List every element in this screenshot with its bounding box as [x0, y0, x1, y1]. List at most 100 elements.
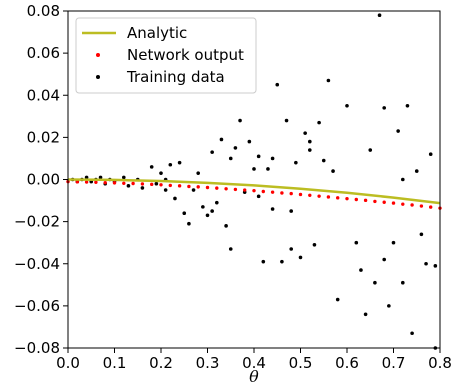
series-layer [66, 13, 442, 350]
network-output-point [261, 189, 265, 194]
network-output-point [270, 190, 275, 194]
x-axis-label: θ [249, 367, 259, 385]
training-data-point [321, 158, 326, 163]
y-tick-label: 0.06 [27, 44, 60, 62]
training-data-point [331, 169, 335, 173]
network-output-point [373, 199, 377, 204]
network-output-point [419, 204, 424, 208]
x-tick-label: 0.0 [56, 354, 80, 372]
training-data-point [335, 297, 340, 302]
x-tick-label: 0.8 [428, 354, 452, 372]
network-output-point [140, 182, 145, 186]
training-data-point [368, 148, 373, 152]
training-data-point [312, 242, 317, 247]
network-output-point [215, 186, 219, 190]
network-output-point [429, 205, 433, 209]
y-tick-label: −0.08 [14, 339, 60, 357]
training-data-point [359, 268, 363, 272]
network-output-point [326, 195, 331, 199]
training-data-point [159, 171, 163, 175]
training-data-point [266, 167, 270, 171]
x-tick-label: 0.5 [289, 354, 313, 372]
legend-network-output-label: Network output [127, 46, 244, 64]
training-data-point [433, 264, 438, 268]
network-output-point [122, 181, 126, 185]
training-data-point [275, 82, 280, 87]
training-data-point [228, 247, 233, 251]
training-data-point [173, 196, 177, 201]
training-data-point [280, 259, 284, 264]
y-tick-label: 0.04 [27, 86, 60, 104]
legend-analytic-label: Analytic [127, 24, 187, 42]
training-data-point [289, 209, 294, 213]
legend-training-data-swatch [96, 75, 100, 79]
training-data-point [219, 137, 224, 142]
training-data-point [182, 211, 187, 215]
legend-box [75, 17, 257, 94]
network-output-point [382, 200, 386, 204]
legend: Analytic Network output Training data [75, 17, 257, 94]
training-data-point [163, 188, 168, 192]
training-data-point [387, 304, 391, 308]
network-output-point [131, 181, 135, 186]
training-data-point [256, 194, 261, 199]
training-data-point [405, 103, 410, 108]
training-data-point [382, 106, 387, 110]
training-data-point [401, 280, 405, 285]
network-output-point [345, 196, 349, 201]
axes-layer: 0.0 0.1 0.2 0.3 0.4 0.5 0.6 0.7 0.8 −0.08 −0.06 −0.… [14, 2, 452, 372]
training-data-point [154, 181, 159, 186]
training-data-point [298, 255, 303, 260]
training-data-point [354, 240, 359, 245]
training-data-point [122, 175, 126, 180]
training-data-point [326, 78, 331, 83]
training-data-point [98, 175, 103, 180]
network-output-point [252, 188, 256, 193]
network-output-point [289, 191, 293, 196]
training-data-point [373, 280, 377, 285]
x-tick-label: 0.1 [103, 354, 127, 372]
training-data-point [238, 118, 242, 123]
training-data-point [289, 247, 294, 251]
training-data-point [410, 331, 414, 336]
training-data-point [177, 160, 182, 165]
network-output-point [354, 197, 358, 202]
training-data-point [308, 139, 312, 144]
network-output-point [401, 202, 405, 206]
x-tick-label: 0.4 [242, 354, 266, 372]
network-output-point [308, 193, 312, 197]
training-data-point [428, 152, 433, 157]
network-output-point [150, 182, 154, 187]
y-tick-label: 0.02 [27, 128, 60, 146]
training-data-point [363, 312, 368, 317]
network-output-point [177, 184, 182, 188]
training-data-point [270, 207, 275, 211]
y-tick-label: −0.06 [14, 297, 60, 315]
network-output-point [410, 203, 414, 207]
network-output-point [280, 191, 284, 195]
training-data-point [247, 139, 252, 144]
network-output-point [224, 187, 228, 191]
training-data-point [233, 146, 238, 150]
training-data-point [256, 154, 261, 159]
network-output-point [168, 183, 172, 188]
training-data-point [215, 200, 219, 205]
network-output-point [84, 180, 89, 184]
y-tick-label: 0.08 [27, 2, 60, 20]
training-data-point [377, 13, 382, 18]
training-data-point [168, 162, 173, 167]
training-data-point [284, 118, 289, 123]
training-data-point [308, 148, 312, 152]
network-output-point [336, 196, 340, 200]
network-output-point [363, 198, 368, 203]
training-data-point [294, 160, 298, 165]
x-tick-label: 0.6 [335, 354, 359, 372]
training-data-point [210, 150, 214, 154]
x-tick-label: 0.2 [149, 354, 173, 372]
network-output-point [317, 194, 321, 198]
training-data-point [261, 259, 266, 264]
y-tick-label: −0.04 [14, 255, 60, 273]
y-tick-label: 0.00 [27, 171, 60, 189]
y-tick-label: −0.02 [14, 213, 60, 231]
network-output-point [187, 184, 191, 189]
